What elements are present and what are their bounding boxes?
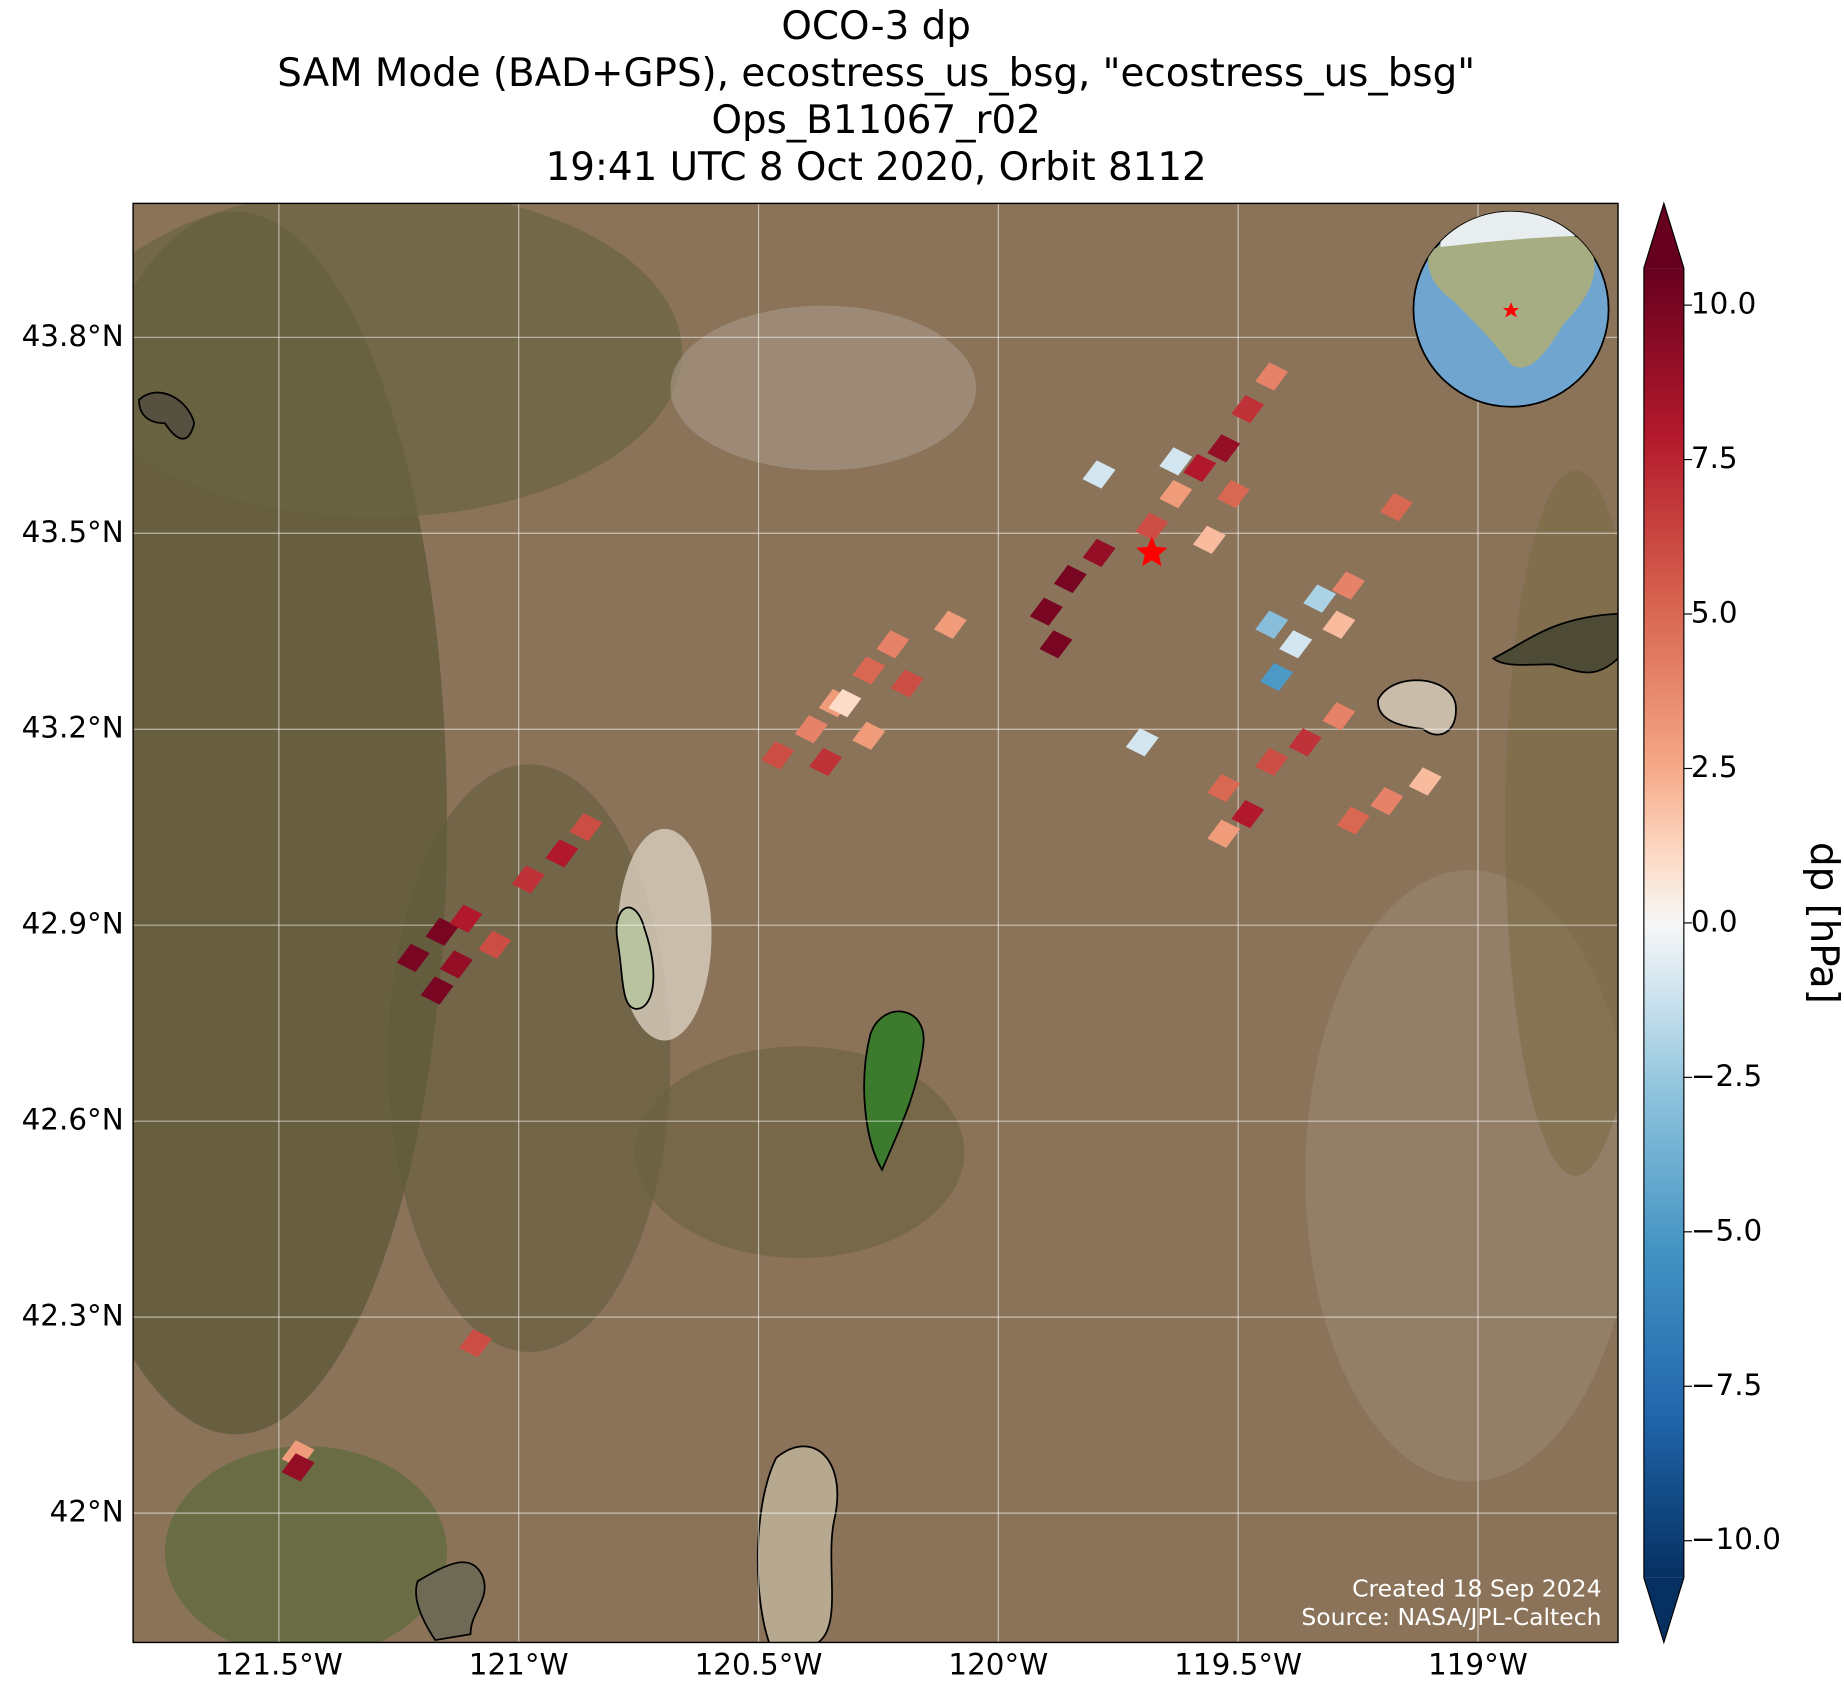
- sounding: [1039, 630, 1073, 659]
- sounding: [1332, 571, 1365, 600]
- sounding: [545, 839, 579, 868]
- colorbar-tick-label: 10.0: [1691, 287, 1756, 321]
- sounding: [1279, 630, 1313, 659]
- sounding: [1159, 479, 1193, 509]
- sounding: [449, 904, 483, 933]
- sounding: [1379, 493, 1413, 522]
- sounding: [761, 741, 795, 770]
- sounding: [828, 689, 862, 718]
- sounding: [1322, 610, 1356, 639]
- map-frame: [132, 202, 1619, 1644]
- sounding: [890, 669, 924, 698]
- x-tick-label: 119°W: [1428, 1647, 1528, 1681]
- colorbar-extend-bottom: [1643, 1577, 1684, 1643]
- sounding: [1135, 512, 1169, 541]
- x-tick-label: 119.5°W: [1174, 1647, 1302, 1681]
- colorbar-tick-label: 5.0: [1691, 596, 1738, 630]
- title-line: OCO-3 dp: [781, 4, 970, 49]
- sounding: [478, 930, 512, 959]
- sounding: [1207, 434, 1241, 463]
- title-line: SAM Mode (BAD+GPS), ecostress_us_bsg, "e…: [277, 51, 1475, 96]
- x-tick-label: 121°W: [469, 1647, 569, 1681]
- sounding: [1082, 538, 1116, 567]
- sounding: [569, 813, 603, 842]
- title-line: Ops_B11067_r02: [711, 98, 1040, 143]
- sounding: [420, 976, 454, 1005]
- colorbar-tick-label: 0.0: [1691, 904, 1738, 938]
- sounding: [876, 630, 910, 659]
- colorbar-tick-label: 7.5: [1691, 441, 1738, 475]
- colorbar-ramp: [1643, 268, 1684, 1578]
- sounding: [1029, 597, 1063, 626]
- colorbar-tick-label: −10.0: [1691, 1522, 1781, 1556]
- sounding: [1207, 819, 1241, 848]
- sounding: [1255, 610, 1289, 639]
- sounding: [1159, 447, 1193, 476]
- title-line: 19:41 UTC 8 Oct 2020, Orbit 8112: [546, 145, 1207, 190]
- y-tick-label: 42.9°N: [22, 907, 124, 941]
- sounding: [1336, 806, 1370, 835]
- colorbar-outline: [1643, 201, 1685, 1645]
- sounding: [933, 610, 967, 639]
- target-star: [1136, 536, 1168, 567]
- sounding: [1260, 662, 1293, 692]
- sounding: [1303, 584, 1337, 613]
- sounding: [1255, 362, 1289, 391]
- x-tick-label: 120°W: [948, 1647, 1048, 1681]
- sounding: [1322, 702, 1356, 731]
- sounding: [1255, 747, 1289, 777]
- sounding: [1053, 564, 1087, 594]
- colorbar-tick-label: 2.5: [1691, 750, 1738, 784]
- sounding: [1216, 479, 1250, 509]
- sounding: [852, 721, 886, 750]
- y-tick-label: 42°N: [50, 1495, 124, 1529]
- sounding: [1125, 728, 1159, 757]
- colorbar-extend-top: [1643, 203, 1684, 269]
- y-tick-label: 43.8°N: [22, 319, 124, 353]
- credit: Created 18 Sep 2024: [1352, 1575, 1601, 1603]
- sounding: [1231, 800, 1265, 829]
- sounding: [1183, 453, 1217, 483]
- x-tick-label: 120.5°W: [695, 1647, 823, 1681]
- sounding: [1288, 728, 1322, 757]
- colorbar-tick-label: −5.0: [1691, 1213, 1762, 1247]
- sounding: [852, 656, 886, 685]
- sounding: [1192, 525, 1226, 554]
- credit: Source: NASA/JPL-Caltech: [1301, 1603, 1601, 1631]
- sounding: [794, 715, 828, 744]
- sounding: [425, 917, 459, 946]
- sounding: [459, 1329, 493, 1358]
- sounding: [809, 747, 843, 777]
- inset-star: [1502, 302, 1520, 318]
- x-tick-label: 121.5°W: [215, 1647, 343, 1681]
- colorbar-label: dp [hPa]: [1801, 842, 1844, 1004]
- axes: 121.5°W 121°W 120.5°W 120°W 119.5°W 119°W 42°N…: [22, 319, 1528, 1682]
- y-tick-label: 42.6°N: [22, 1103, 124, 1137]
- sounding: [1408, 767, 1442, 796]
- colorbar-tick-label: −7.5: [1691, 1368, 1762, 1402]
- sounding: [1082, 460, 1116, 489]
- sounding: [1370, 786, 1404, 816]
- colorbar: −10.0 −7.5 −5.0 −2.5 0.0 2.5 5.0 7.5 10.0: [1643, 201, 1781, 1645]
- sounding: [511, 865, 545, 894]
- sounding: [396, 943, 430, 972]
- y-tick-label: 42.3°N: [22, 1299, 124, 1333]
- sounding: [281, 1453, 315, 1482]
- colorbar-tick-label: −2.5: [1691, 1059, 1762, 1093]
- y-tick-label: 43.5°N: [22, 515, 124, 549]
- y-tick-label: 43.2°N: [22, 711, 124, 745]
- basemap: [133, 203, 1619, 1643]
- sounding: [439, 950, 473, 979]
- sounding: [1231, 395, 1265, 424]
- sounding: [1207, 773, 1241, 803]
